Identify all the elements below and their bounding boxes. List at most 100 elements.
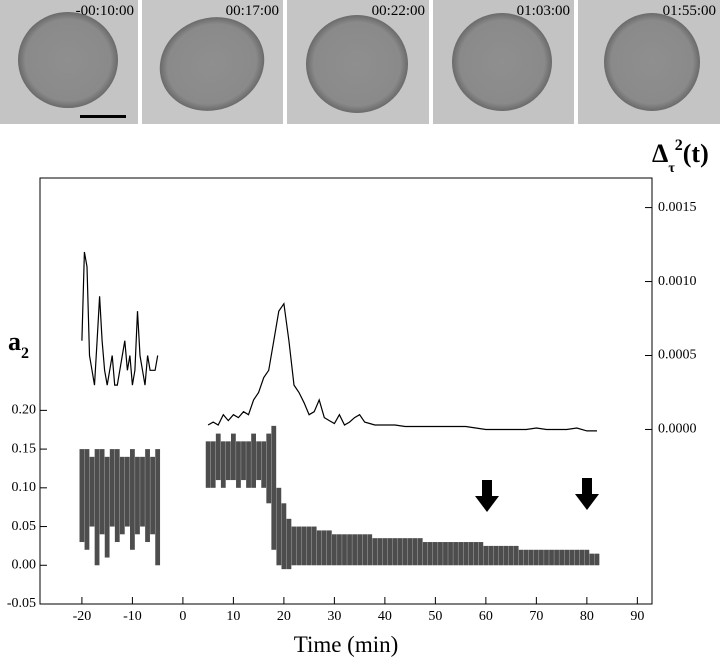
scatter-band xyxy=(150,456,156,535)
scatter-band xyxy=(407,538,413,566)
arrow xyxy=(475,480,499,512)
scatter-band xyxy=(468,542,474,566)
scatter-band xyxy=(241,441,246,481)
scatter-band xyxy=(337,534,342,566)
y2-tick-label: 0.0000 xyxy=(658,422,697,437)
scatter-band xyxy=(114,449,120,543)
scatter-band xyxy=(155,449,161,566)
cell xyxy=(18,12,118,108)
scatter-band xyxy=(94,449,100,566)
arrow xyxy=(575,478,599,510)
plot-frame xyxy=(39,177,653,605)
scatter-band xyxy=(463,542,469,566)
scatter-band xyxy=(387,538,393,566)
scatter-band xyxy=(326,530,332,566)
scatter-band xyxy=(417,538,423,566)
scatter-band xyxy=(130,449,135,550)
scatter-band xyxy=(513,545,519,566)
plot: a2 Δτ2(t) Time (min) -0.050.000.050.100.… xyxy=(7,137,709,657)
scatter-band xyxy=(286,518,292,570)
scatter-band xyxy=(205,441,211,488)
y2-tick-label: 0.0005 xyxy=(658,348,697,363)
y2-label-sub: τ xyxy=(668,161,675,176)
scatter-band xyxy=(533,549,539,566)
scatter-band xyxy=(246,441,251,488)
scatter-band xyxy=(220,441,226,488)
scatter-band xyxy=(443,542,448,566)
scatter-band xyxy=(478,542,484,566)
scatter-band xyxy=(276,487,282,566)
scatter-band xyxy=(397,538,403,566)
scatter-band xyxy=(331,534,337,566)
cell xyxy=(604,13,700,111)
scatter-band xyxy=(402,538,408,566)
scatter-band xyxy=(99,449,105,535)
scatter-band xyxy=(367,534,373,566)
scatter-band xyxy=(281,503,287,570)
time-stamp: 00:17:00 xyxy=(226,3,279,19)
scatter-band xyxy=(508,545,514,566)
cell xyxy=(452,13,552,111)
scatter-band xyxy=(372,538,378,566)
scatter-band xyxy=(483,545,489,566)
x-tick-label: 30 xyxy=(327,609,341,624)
scatter-band xyxy=(210,441,216,488)
scatter-band xyxy=(594,553,600,566)
scatter-band xyxy=(261,441,267,488)
scatter-band xyxy=(569,549,575,566)
scatter-band xyxy=(109,449,115,527)
y2-label-main: Δ xyxy=(652,139,668,168)
scatter-band xyxy=(574,549,580,566)
scatter-band xyxy=(316,530,322,566)
scatter-band xyxy=(352,534,357,566)
scatter-band xyxy=(119,456,125,535)
scatter-band xyxy=(493,545,499,566)
scatter-band xyxy=(432,542,438,566)
scatter-band xyxy=(140,456,145,527)
x-axis-label: Time (min) xyxy=(294,632,399,657)
cell xyxy=(306,15,408,113)
scatter-band xyxy=(382,538,388,566)
scatter-band xyxy=(347,534,352,566)
scatter-band xyxy=(357,534,363,566)
scatter-band xyxy=(539,549,544,566)
x-tick-label: 70 xyxy=(529,609,543,624)
scatter-band xyxy=(518,549,524,566)
scatter-band xyxy=(503,545,509,566)
x-tick-label: 60 xyxy=(479,609,493,624)
x-tick-label: 90 xyxy=(630,609,644,624)
scatter-band xyxy=(251,433,256,488)
x-tick-label: -10 xyxy=(123,609,142,624)
scatter-band xyxy=(321,530,327,566)
scatter-band xyxy=(84,449,90,550)
y-axis-label: a2 xyxy=(8,327,29,362)
scatter-band xyxy=(488,545,494,566)
scatter-band xyxy=(377,538,383,566)
x-tick-label: -20 xyxy=(73,609,92,624)
scatter-band xyxy=(427,542,433,566)
scatter-band xyxy=(145,449,150,543)
y-tick-label: 0.20 xyxy=(12,403,37,418)
scatter-band xyxy=(579,549,585,566)
x-tick-label: 20 xyxy=(277,609,291,624)
y-tick-label: 0.15 xyxy=(12,441,37,456)
cell xyxy=(159,17,265,111)
x-tick-label: 0 xyxy=(179,609,186,624)
scatter-band xyxy=(473,542,479,566)
scatter-band xyxy=(271,425,277,550)
scatter-band xyxy=(589,553,595,566)
scatter-band xyxy=(311,526,317,566)
scatter-band xyxy=(104,456,110,558)
time-stamp: -00:10:00 xyxy=(76,3,134,19)
scatter-band xyxy=(79,449,85,543)
y-tick-label: 0.05 xyxy=(12,519,37,534)
scatter-band xyxy=(306,526,312,566)
x-tick-label: 50 xyxy=(428,609,442,624)
scatter-band xyxy=(230,433,236,481)
scatter-band xyxy=(448,542,453,566)
scatter-band xyxy=(412,538,418,566)
y-tick-label: -0.05 xyxy=(7,596,36,611)
scatter-band xyxy=(215,433,221,481)
scatter-band xyxy=(549,549,554,566)
